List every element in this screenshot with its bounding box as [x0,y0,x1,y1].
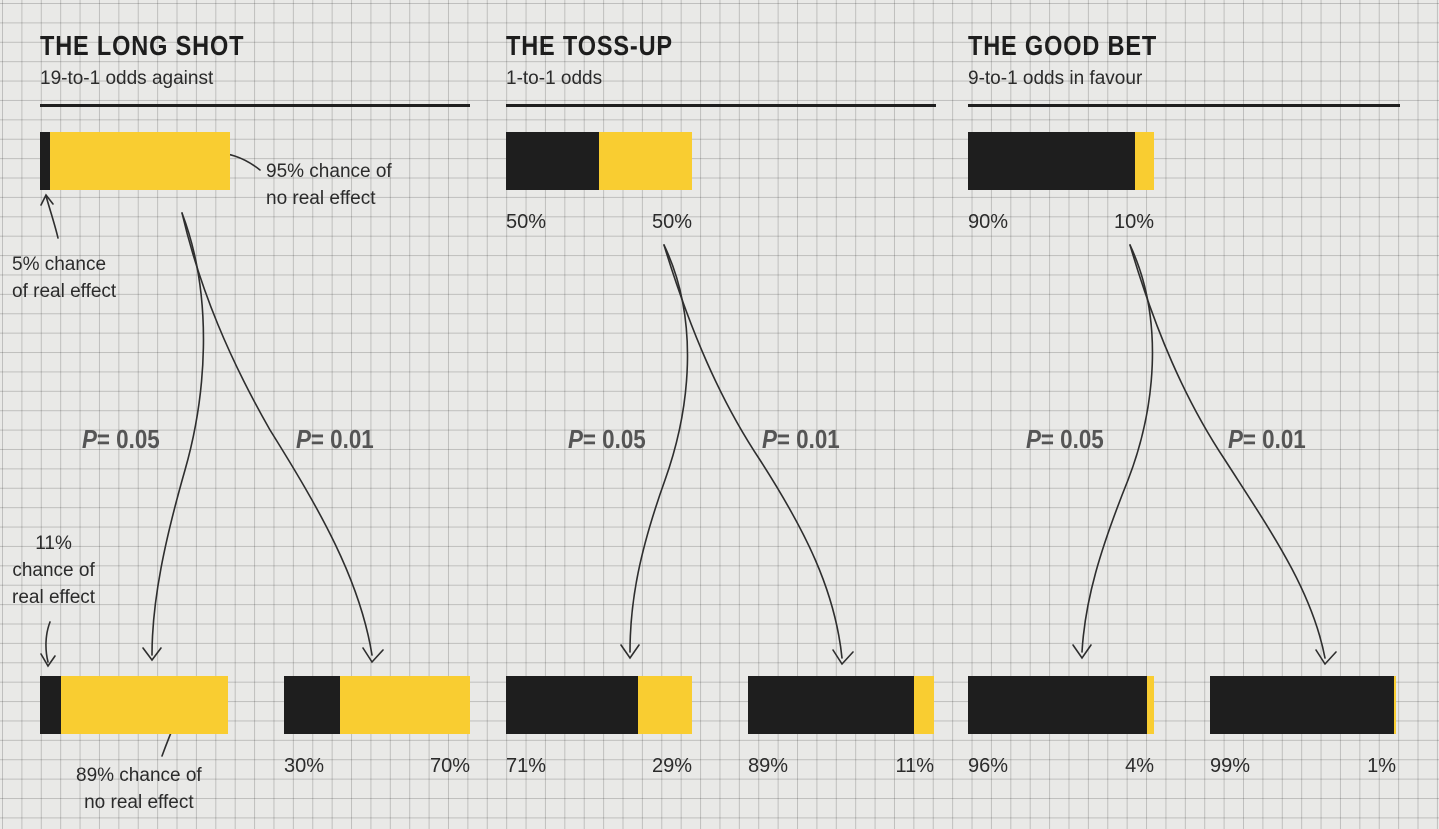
pct-none: 29% [651,755,692,777]
bar-segment-real-effect [506,132,599,190]
p-value-label-05: P= 0.05 [82,424,160,454]
bar-prior [968,132,1154,190]
panel-subtitle: 19-to-1 odds against [40,68,214,89]
panel-toss-up: THE TOSS-UP 1-to-1 odds 50% 50% P= 0.05 … [506,0,946,829]
divider [506,104,936,107]
bar-prior [40,132,230,190]
p-value-label-01: P= 0.01 [1228,424,1306,454]
pct-real: 90% [968,211,1009,233]
panel-good-bet: THE GOOD BET 9-to-1 odds in favour 90% 1… [968,0,1408,829]
bar-p01 [748,676,934,734]
bar-segment-real-effect [1210,676,1395,734]
note-real-effect-top: 5% chance of real effect [12,254,117,302]
bar-p05 [968,676,1154,734]
bar-segment-no-effect [1146,676,1154,734]
p-value-label-01: P= 0.01 [762,424,840,454]
bar-segment-no-effect [913,676,934,734]
panel-title: THE TOSS-UP [506,30,673,61]
bar-segment-no-effect [339,676,470,734]
bar-segment-real-effect [968,676,1147,734]
bar-prior [506,132,692,190]
panel-title: THE GOOD BET [968,30,1158,61]
bar-segment-no-effect [599,132,692,190]
divider [40,104,470,107]
bar-segment-no-effect [1394,676,1396,734]
pct-real: 96% [968,755,1009,777]
bar-segment-real-effect [968,132,1136,190]
divider [968,104,1400,107]
bar-segment-no-effect [60,676,228,734]
bar-segment-no-effect [1135,132,1154,190]
pct-none: 1% [1367,755,1396,777]
pct-none: 4% [1125,755,1154,777]
bar-p01 [284,676,470,734]
bar-p01 [1210,676,1396,734]
bar-segment-real-effect [506,676,639,734]
bar-segment-no-effect [49,132,230,190]
bar-p05 [40,676,228,734]
pct-real: 50% [506,211,547,233]
note-no-effect-top: 95% chance of no real effect [266,161,392,209]
panel-title: THE LONG SHOT [40,30,245,61]
bar-segment-real-effect [748,676,914,734]
bar-segment-real-effect [40,132,50,190]
p-value-label-05: P= 0.05 [1026,424,1104,454]
bar-segment-real-effect [284,676,340,734]
note-no-effect-bottom: 89% chance of no real effect [76,765,202,813]
panel-subtitle: 9-to-1 odds in favour [968,68,1143,89]
pct-none: 11% [895,755,934,777]
pct-none: 10% [1113,211,1154,233]
p-value-label-01: P= 0.01 [296,424,374,454]
bar-p05 [506,676,692,734]
bar-segment-no-effect [638,676,692,734]
pct-none: 70% [429,755,470,777]
note-real-effect-bottom: 11% chance of real effect [12,533,96,608]
pct-real: 71% [506,755,547,777]
pct-real: 99% [1210,755,1251,777]
pct-real: 89% [748,755,789,777]
panel-subtitle: 1-to-1 odds [506,68,603,89]
pct-none: 50% [651,211,692,233]
p-value-label-05: P= 0.05 [568,424,646,454]
pct-real: 30% [284,755,325,777]
bar-segment-real-effect [40,676,61,734]
panel-long-shot: THE LONG SHOT 19-to-1 odds against P= 0.… [40,0,480,829]
